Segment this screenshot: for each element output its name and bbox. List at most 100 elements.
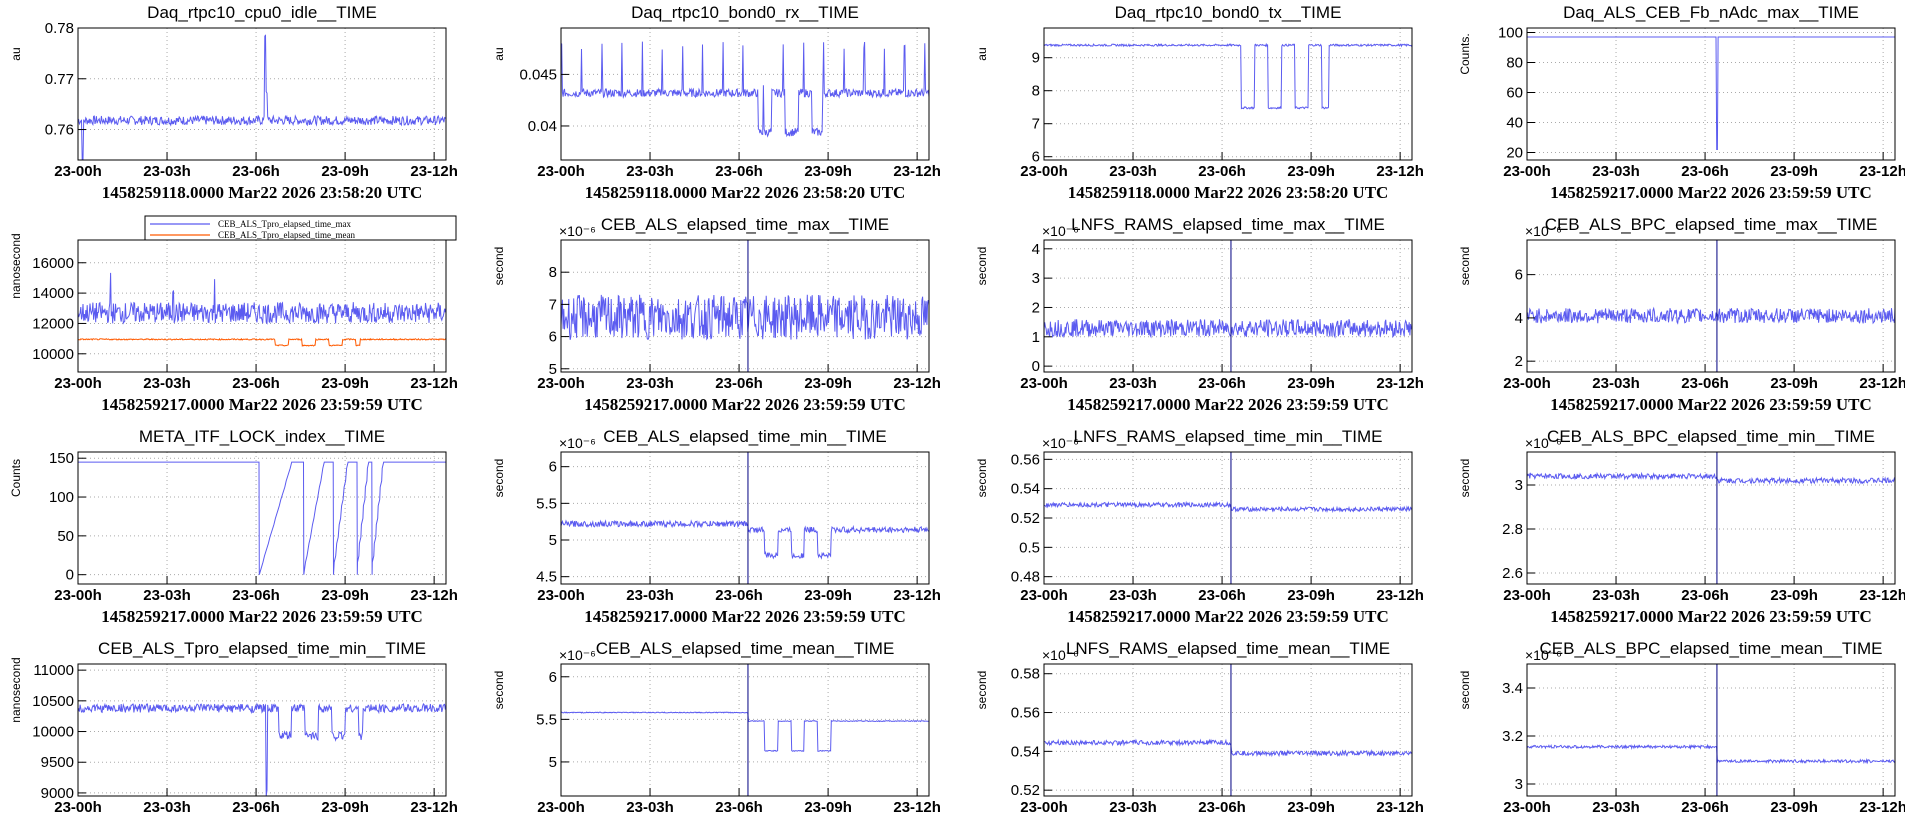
plot-frame xyxy=(560,239,930,373)
y-tick-label: 3.4 xyxy=(1502,680,1523,697)
x-tick-label: 23-06h xyxy=(1198,799,1246,816)
timestamp-label: 1458259118.0000 Mar22 2026 23:58:20 UTC xyxy=(585,183,906,202)
panel-title: CEB_ALS_BPC_elapsed_time_max__TIME xyxy=(1545,215,1878,234)
x-tick-label: 23-12h xyxy=(1376,587,1424,604)
x-tick-label: 23-00h xyxy=(1503,587,1551,604)
y-tick-label: 7 xyxy=(1032,116,1040,133)
legend-entry: CEB_ALS_Tpro_elapsed_time_max xyxy=(218,219,351,229)
y-tick-label: 3 xyxy=(1515,477,1523,494)
x-tick-label: 23-12h xyxy=(410,375,458,392)
x-tick-label: 23-09h xyxy=(1770,799,1818,816)
y-tick-label: 9000 xyxy=(41,785,74,802)
x-tick-label: 23-06h xyxy=(1681,587,1729,604)
y-tick-label: 2.8 xyxy=(1502,521,1523,538)
y-tick-label: 0.76 xyxy=(45,122,74,139)
chart-panel-p16: 3 3.2 3.4 23-00h 23-03h 23-06h 23-09h 23-12h CEB… xyxy=(1449,636,1905,838)
x-tick-label: 23-06h xyxy=(1681,799,1729,816)
plot-frame xyxy=(1043,27,1413,161)
chart-panel-p15: 0.52 0.54 0.56 0.58 23-00h 23-03h 23-06h 23-09h… xyxy=(966,636,1442,838)
x-tick-label: 23-06h xyxy=(232,587,280,604)
series-line-p11-0 xyxy=(1043,500,1413,514)
chart-panel-p14: 5 5.5 6 23-00h 23-03h 23-06h 23-09h 23-12h CEB_A… xyxy=(483,636,959,838)
chart-panel-p10: 4.5 5 5.5 6 23-00h 23-03h 23-06h 23-09h 23-12h CE… xyxy=(483,424,959,626)
chart-panel-p6: 5 6 7 8 23-00h 23-03h 23-06h 23-09h 23-12h CEB_AL… xyxy=(483,212,959,414)
x-tick-label: 23-12h xyxy=(1376,799,1424,816)
x-tick-label: 23-03h xyxy=(1592,799,1640,816)
legend-box xyxy=(144,215,457,241)
x-tick-label: 23-09h xyxy=(1770,163,1818,180)
x-tick-label: 23-03h xyxy=(1592,587,1640,604)
x-tick-label: 23-12h xyxy=(410,587,458,604)
x-tick-label: 23-09h xyxy=(1287,375,1335,392)
x-tick-label: 23-12h xyxy=(410,799,458,816)
series-line-p8-0 xyxy=(1526,306,1896,325)
x-tick-label: 23-00h xyxy=(54,799,102,816)
chart-panel-p7: 0 1 2 3 4 23-00h 23-03h 23-06h 23-09h 23-12h LNFS_… xyxy=(966,212,1442,414)
y-tick-label: 6 xyxy=(1515,267,1523,284)
axis-exponent: ×10⁻⁶ xyxy=(1525,223,1562,239)
y-tick-label: 50 xyxy=(57,528,74,545)
y-tick-label: 0.56 xyxy=(1011,451,1040,468)
y-tick-label: 0.54 xyxy=(1011,743,1040,760)
chart-panel-p2: 0.04 0.045 23-00h 23-03h 23-06h 23-09h 23-12h D… xyxy=(483,0,959,202)
y-tick-label: 0.58 xyxy=(1011,666,1040,683)
plot-frame xyxy=(1526,663,1896,797)
x-tick-label: 23-12h xyxy=(893,799,941,816)
chart-panel-p8: 2 4 6 23-00h 23-03h 23-06h 23-09h 23-12h CEB_ALS… xyxy=(1449,212,1905,414)
y-tick-label: 10000 xyxy=(32,346,74,363)
y-tick-label: 0.54 xyxy=(1011,481,1040,498)
x-tick-label: 23-03h xyxy=(1109,375,1157,392)
chart-panel-p5: 10000 12000 14000 16000 23-00h 23-03h 23-06h 23… xyxy=(0,212,476,414)
x-tick-label: 23-12h xyxy=(893,163,941,180)
x-tick-label: 23-00h xyxy=(1020,375,1068,392)
x-tick-label: 23-12h xyxy=(893,375,941,392)
series-line-p13-0 xyxy=(77,702,447,797)
axis-exponent: ×10⁻⁶ xyxy=(1042,647,1079,663)
y-tick-label: 5 xyxy=(549,361,557,378)
y-axis-label: au xyxy=(975,47,989,60)
chart-svg-p13: 9000 9500 10000 10500 11000 23-00h 23-03h 23-06… xyxy=(9,639,458,816)
x-tick-label: 23-00h xyxy=(54,587,102,604)
x-tick-label: 23-06h xyxy=(232,375,280,392)
x-tick-label: 23-06h xyxy=(1198,375,1246,392)
series-line-p1-0 xyxy=(77,34,447,161)
panel-title: CEB_ALS_Tpro_elapsed_time_min__TIME xyxy=(98,639,426,658)
y-tick-label: 0 xyxy=(1032,358,1040,375)
y-tick-label: 1 xyxy=(1032,329,1040,346)
plot-frame xyxy=(77,663,447,797)
x-tick-label: 23-12h xyxy=(1859,587,1905,604)
y-tick-label: 100 xyxy=(49,489,74,506)
x-tick-label: 23-09h xyxy=(1287,799,1335,816)
plot-frame xyxy=(1043,663,1413,797)
timestamp-label: 1458259217.0000 Mar22 2026 23:59:59 UTC xyxy=(101,395,423,414)
y-tick-label: 12000 xyxy=(32,315,74,332)
y-tick-label: 5 xyxy=(549,532,557,549)
axis-exponent: ×10⁻⁶ xyxy=(559,435,596,451)
chart-svg-p3: 6 7 8 9 23-00h 23-03h 23-06h 23-09h 23-12h Daq_rt… xyxy=(975,3,1424,202)
chart-svg-p16: 3 3.2 3.4 23-00h 23-03h 23-06h 23-09h 23-12h CEB… xyxy=(1458,639,1905,816)
y-tick-label: 4.5 xyxy=(536,569,557,586)
timestamp-label: 1458259217.0000 Mar22 2026 23:59:59 UTC xyxy=(584,607,906,626)
panel-title: META_ITF_LOCK_index__TIME xyxy=(139,427,385,446)
chart-panel-p12: 2.6 2.8 3 23-00h 23-03h 23-06h 23-09h 23-12h CEB… xyxy=(1449,424,1905,626)
chart-panel-p9: 0 50 100 150 23-00h 23-03h 23-06h 23-09h 23-12h M… xyxy=(0,424,476,626)
x-tick-label: 23-00h xyxy=(1020,799,1068,816)
x-tick-label: 23-03h xyxy=(1592,375,1640,392)
series-line-p10-0 xyxy=(560,519,930,560)
plot-frame xyxy=(560,27,930,161)
panel-title: LNFS_RAMS_elapsed_time_min__TIME xyxy=(1074,427,1383,446)
x-tick-label: 23-00h xyxy=(1503,375,1551,392)
x-tick-label: 23-03h xyxy=(626,375,674,392)
chart-svg-p6: 5 6 7 8 23-00h 23-03h 23-06h 23-09h 23-12h CEB_AL… xyxy=(492,215,941,414)
x-tick-label: 23-00h xyxy=(54,163,102,180)
y-axis-label: second xyxy=(1458,671,1472,710)
y-tick-label: 14000 xyxy=(32,285,74,302)
x-tick-label: 23-03h xyxy=(626,799,674,816)
axis-exponent: ×10⁻⁶ xyxy=(1525,435,1562,451)
timestamp-label: 1458259217.0000 Mar22 2026 23:59:59 UTC xyxy=(1550,395,1872,414)
chart-svg-p10: 4.5 5 5.5 6 23-00h 23-03h 23-06h 23-09h 23-12h CE… xyxy=(492,427,941,626)
y-tick-label: 3 xyxy=(1515,776,1523,793)
x-tick-label: 23-00h xyxy=(54,375,102,392)
x-tick-label: 23-06h xyxy=(715,163,763,180)
axis-exponent: ×10⁻⁶ xyxy=(559,223,596,239)
